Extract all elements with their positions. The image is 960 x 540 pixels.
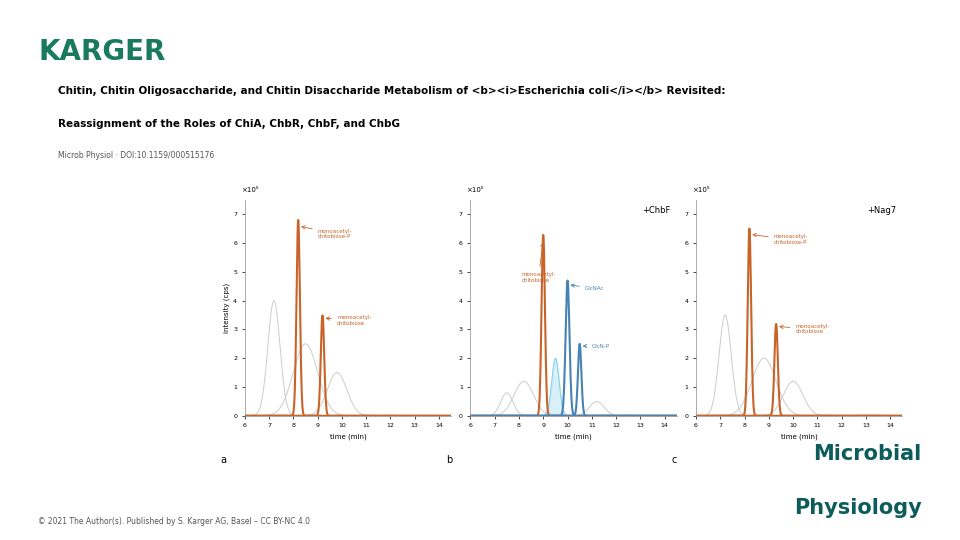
Text: ×10⁵: ×10⁵ bbox=[692, 187, 709, 193]
Text: Microbial: Microbial bbox=[813, 444, 922, 464]
Text: Chitin, Chitin Oligosaccharide, and Chitin Disaccharide Metabolism of <b><i>Esch: Chitin, Chitin Oligosaccharide, and Chit… bbox=[58, 86, 725, 97]
X-axis label: time (min): time (min) bbox=[329, 434, 367, 441]
Text: Physiology: Physiology bbox=[794, 498, 922, 518]
Text: Microb Physiol · DOI:10.1159/000515176: Microb Physiol · DOI:10.1159/000515176 bbox=[58, 151, 214, 160]
Text: monoacetyl-
chitobiose-P: monoacetyl- chitobiose-P bbox=[301, 226, 352, 239]
X-axis label: time (min): time (min) bbox=[780, 434, 818, 441]
Text: GlcN-P: GlcN-P bbox=[584, 344, 610, 349]
Text: monoacetyl-
chitobiose: monoacetyl- chitobiose bbox=[780, 323, 830, 334]
Text: Reassignment of the Roles of ChiA, ChbR, ChbF, and ChbG: Reassignment of the Roles of ChiA, ChbR,… bbox=[58, 119, 399, 129]
Text: monoacetyl-
chitobiose: monoacetyl- chitobiose bbox=[326, 315, 372, 326]
Text: ×10⁵: ×10⁵ bbox=[241, 187, 258, 193]
Text: b: b bbox=[445, 455, 452, 465]
Text: © 2021 The Author(s). Published by S. Karger AG, Basel – CC BY-NC 4.0: © 2021 The Author(s). Published by S. Ka… bbox=[38, 517, 310, 526]
X-axis label: time (min): time (min) bbox=[555, 434, 592, 441]
Text: +Nag7: +Nag7 bbox=[867, 206, 897, 215]
Text: monoacetyl-
chitobiose-P: monoacetyl- chitobiose-P bbox=[753, 233, 808, 245]
Y-axis label: intensity (cps): intensity (cps) bbox=[224, 283, 230, 333]
Text: monoacetyl-
chitobiose: monoacetyl- chitobiose bbox=[521, 244, 556, 282]
Text: GlcNAc: GlcNAc bbox=[571, 284, 604, 291]
Text: a: a bbox=[220, 455, 226, 465]
Text: +ChbF: +ChbF bbox=[642, 206, 671, 215]
Text: KARGER: KARGER bbox=[38, 38, 166, 66]
Text: c: c bbox=[671, 455, 677, 465]
Text: ×10⁵: ×10⁵ bbox=[467, 187, 484, 193]
